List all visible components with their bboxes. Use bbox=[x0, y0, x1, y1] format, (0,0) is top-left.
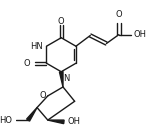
Text: O: O bbox=[116, 10, 122, 19]
Text: OH: OH bbox=[133, 30, 146, 39]
Text: O: O bbox=[39, 90, 46, 100]
Text: HN: HN bbox=[30, 42, 43, 51]
Text: O: O bbox=[24, 59, 30, 68]
Text: HO: HO bbox=[0, 116, 12, 125]
Text: N: N bbox=[63, 74, 69, 83]
Polygon shape bbox=[60, 72, 63, 87]
Text: O: O bbox=[58, 17, 65, 26]
Polygon shape bbox=[48, 120, 64, 124]
Text: OH: OH bbox=[68, 117, 81, 126]
Polygon shape bbox=[27, 108, 37, 121]
